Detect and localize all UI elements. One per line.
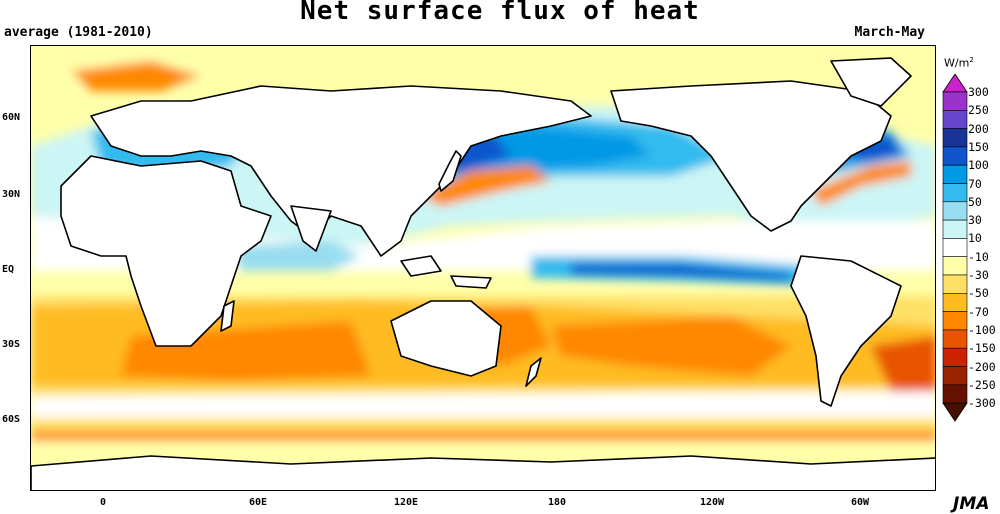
legend-cap-bottom <box>942 402 968 422</box>
lat-label: 60N <box>2 112 21 123</box>
legend-swatch <box>942 384 968 404</box>
madagascar-landmass <box>220 300 235 332</box>
lat-label: EQ <box>2 264 15 275</box>
newzealand-landmass <box>525 357 542 387</box>
land <box>31 57 935 490</box>
legend-tick-label: 30 <box>968 213 982 228</box>
lon-label: 60W <box>850 497 870 508</box>
legend-swatch <box>942 329 968 349</box>
lon-label: 120W <box>699 497 725 508</box>
legend-tick-label: 200 <box>968 121 989 136</box>
legend-swatch <box>942 293 968 312</box>
legend-swatch <box>942 201 968 221</box>
lon-label: 0 <box>99 497 107 508</box>
flux-map <box>30 45 936 491</box>
legend-tick-label: 50 <box>968 194 982 209</box>
greenland-landmass <box>830 57 912 107</box>
lon-label: 60E <box>248 497 268 508</box>
legend-tick-label: -10 <box>968 249 989 264</box>
legend-tick-label: -250 <box>968 377 996 392</box>
legend-swatch <box>942 91 968 111</box>
legend-swatch <box>942 256 968 276</box>
lat-label: 30S <box>2 339 21 350</box>
legend-tick-label: 70 <box>968 176 982 191</box>
flux-map-svg <box>31 46 935 490</box>
color-legend <box>942 74 968 422</box>
legend-swatch <box>942 311 968 331</box>
japan-landmass <box>438 150 462 192</box>
legend-swatch <box>942 109 968 129</box>
eurasia-landmass <box>90 85 592 257</box>
legend-tick-label: 250 <box>968 103 989 118</box>
period-label: average (1981-2010) <box>4 25 153 40</box>
unit-label: W/m2 <box>944 56 974 70</box>
lon-label: 120E <box>393 497 419 508</box>
legend-swatch <box>942 274 968 294</box>
legend-swatch <box>942 366 968 386</box>
legend-tick-label: 100 <box>968 158 989 173</box>
credit-label: JMA <box>953 494 990 514</box>
legend-tick-label: -300 <box>968 396 996 411</box>
lat-label: 60S <box>2 414 21 425</box>
legend-tick-label: -30 <box>968 268 989 282</box>
australia-landmass <box>390 300 502 377</box>
legend-tick-label: 150 <box>968 139 989 154</box>
legend-swatch <box>942 183 968 203</box>
borneo-landmass <box>400 255 442 277</box>
lon-label: 180 <box>547 497 567 508</box>
legend-swatch <box>942 146 968 166</box>
legend-tick-label: -150 <box>968 341 996 356</box>
africa-landmass <box>60 155 272 347</box>
chart-title: Net surface flux of heat <box>300 0 700 26</box>
south-america-landmass <box>790 255 902 407</box>
season-label: March-May <box>854 25 925 40</box>
legend-swatch <box>942 128 968 148</box>
legend-tick-label: -200 <box>968 359 996 374</box>
legend-swatch <box>942 164 968 184</box>
legend-tick-label: -70 <box>968 304 989 319</box>
newguinea-landmass <box>450 275 492 289</box>
legend-tick-label: -50 <box>968 286 989 301</box>
legend-tick-label: 10 <box>968 231 982 246</box>
antarctica-landmass <box>31 455 935 490</box>
india-landmass <box>290 205 332 252</box>
legend-swatch <box>942 238 968 257</box>
legend-tick-label: -100 <box>968 322 996 337</box>
legend-swatch <box>942 219 968 239</box>
legend-tick-label: 300 <box>968 85 989 99</box>
lat-label: 30N <box>2 189 21 200</box>
legend-cap-top <box>942 74 968 93</box>
legend-swatch <box>942 347 968 367</box>
